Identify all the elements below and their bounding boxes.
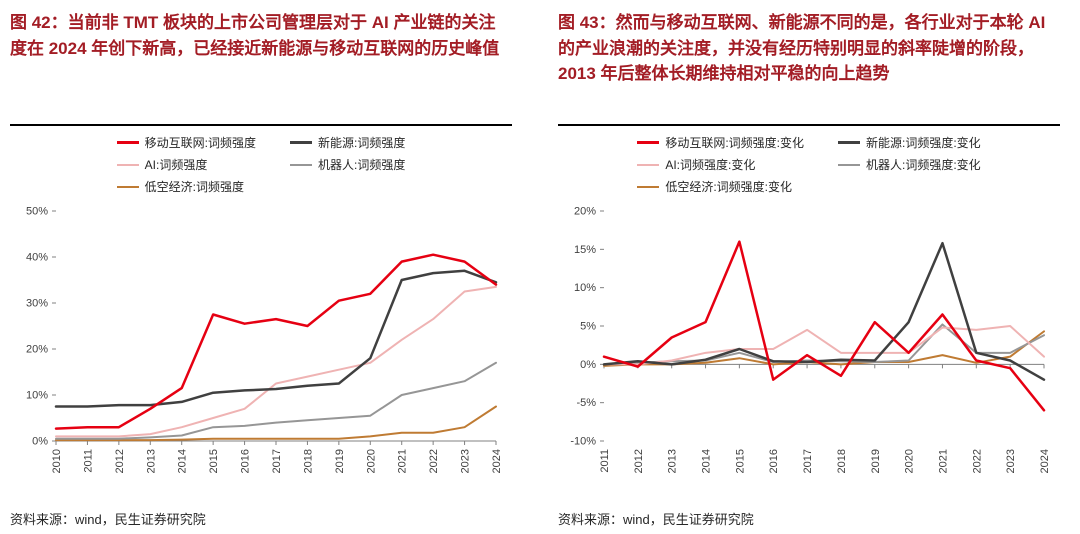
legend-line-marker [637, 163, 660, 166]
figure-42: 图 42：当前非 TMT 板块的上市公司管理层对于 AI 产业链的关注度在 20… [10, 10, 512, 528]
y-tick-label: -10% [570, 436, 596, 448]
series-line [55, 361, 497, 440]
x-tick-label: 2021 [397, 449, 409, 473]
y-tick-label: 40% [26, 252, 48, 264]
y-tick-label: 20% [574, 206, 596, 218]
series-line [55, 405, 497, 442]
figure-top-rule [10, 124, 512, 126]
legend-label: AI:词频强度:变化 [665, 158, 756, 172]
legend-label: 新能源:词频强度:变化 [866, 136, 981, 150]
legend-line-marker [116, 185, 139, 188]
legend-line-marker [637, 185, 660, 188]
legend-label: 机器人:词频强度:变化 [866, 158, 981, 172]
legend-label: 移动互联网:词频强度 [144, 136, 256, 150]
legend-label: 低空经济:词频强度 [144, 180, 244, 194]
x-tick-label: 2018 [836, 449, 848, 473]
x-tick-label: 2022 [971, 449, 983, 473]
x-tick-label: 2016 [240, 449, 252, 473]
x-tick-label: 2022 [428, 449, 440, 473]
legend-label: 移动互联网:词频强度:变化 [665, 136, 804, 150]
x-tick-label: 2017 [271, 449, 283, 473]
x-tick-label: 2019 [870, 449, 882, 473]
series-line [54, 253, 498, 430]
figure-43-caption: 图 43：然而与移动互联网、新能源不同的是，各行业对于本轮 AI 的产业浪潮的关… [558, 13, 1046, 83]
x-tick-label: 2011 [599, 449, 611, 473]
x-tick-label: 2013 [667, 449, 679, 473]
legend-label: 低空经济:词频强度:变化 [665, 180, 792, 194]
x-tick-label: 2014 [177, 449, 189, 473]
x-tick-label: 2012 [114, 449, 126, 473]
line-chart-word-frequency-change: -10% -5% 0% 5% 10% 15% 20% 2011 2012 2013 2014 2015… [570, 206, 1051, 474]
y-tick-label: 50% [26, 206, 48, 218]
x-tick-label: 2011 [82, 449, 94, 473]
y-tick-label: 10% [574, 282, 596, 294]
legend-line-marker [290, 163, 312, 166]
x-tick-label: 2020 [904, 449, 916, 473]
y-tick-label: 30% [26, 298, 48, 310]
x-tick-label: 2018 [302, 449, 314, 473]
legend-line-marker [116, 141, 139, 144]
chart-legend: 移动互联网:词频强度:变化 新能源:词频强度:变化 AI:词频强度:变化 机器人:词频… [558, 126, 1060, 195]
x-tick-label: 2015 [734, 449, 746, 473]
x-tick-label: 2023 [1005, 449, 1017, 473]
legend-line-marker [838, 141, 860, 144]
legend-item: 移动互联网:词频强度:变化 [637, 134, 804, 151]
legend-line-marker [116, 163, 139, 166]
x-tick-label: 2024 [1039, 449, 1051, 473]
series-line [55, 285, 497, 438]
legend-line-marker [637, 141, 660, 144]
series-line [54, 269, 498, 408]
legend-item: 低空经济:词频强度:变化 [637, 178, 804, 195]
legend-label: AI:词频强度 [144, 158, 208, 172]
x-tick-label: 2024 [491, 449, 503, 473]
y-tick-label: 5% [580, 321, 596, 333]
legend-label: 新能源:词频强度 [318, 136, 406, 150]
series-line [602, 240, 1046, 412]
legend-item: 机器人:词频强度:变化 [838, 156, 981, 173]
legend-item: AI:词频强度 [116, 156, 256, 173]
series-line [602, 241, 1046, 381]
x-tick-label: 2013 [145, 449, 157, 473]
legend-item: 新能源:词频强度:变化 [838, 134, 981, 151]
x-tick-label: 2017 [802, 449, 814, 473]
x-tick-label: 2010 [51, 449, 63, 473]
legend-item: 新能源:词频强度 [290, 134, 405, 151]
legend-item: 低空经济:词频强度 [116, 178, 256, 195]
legend-line-marker [838, 163, 860, 166]
y-tick-label: 15% [574, 244, 596, 256]
legend-line-marker [290, 141, 312, 144]
series-line [603, 325, 1045, 366]
x-tick-label: 2016 [768, 449, 780, 473]
line-chart-word-frequency-intensity: 0% 10% 20% 30% 40% 50% 2010 2011 2012 2013 2014 201… [26, 206, 503, 474]
x-tick-label: 2012 [633, 449, 645, 473]
source-note: 资料来源：wind，民生证券研究院 [558, 512, 754, 527]
y-tick-label: 10% [26, 390, 48, 402]
y-tick-label: 0% [32, 436, 48, 448]
x-tick-label: 2019 [334, 449, 346, 473]
figure-42-caption: 图 42：当前非 TMT 板块的上市公司管理层对于 AI 产业链的关注度在 20… [10, 13, 500, 58]
y-tick-label: 0% [580, 359, 596, 371]
legend-item: AI:词频强度:变化 [637, 156, 804, 173]
source-note: 资料来源：wind，民生证券研究院 [10, 512, 206, 527]
figure-top-rule [558, 124, 1060, 126]
y-tick-label: -5% [576, 397, 596, 409]
y-tick-label: 20% [26, 344, 48, 356]
figure-43: 图 43：然而与移动互联网、新能源不同的是，各行业对于本轮 AI 的产业浪潮的关… [558, 10, 1060, 528]
x-tick-label: 2014 [701, 449, 713, 473]
x-tick-label: 2021 [937, 449, 949, 473]
x-tick-label: 2020 [365, 449, 377, 473]
legend-label: 机器人:词频强度 [318, 158, 406, 172]
x-tick-label: 2023 [460, 449, 472, 473]
legend-item: 机器人:词频强度 [290, 156, 405, 173]
legend-item: 移动互联网:词频强度 [116, 134, 256, 151]
x-tick-label: 2015 [208, 449, 220, 473]
chart-legend: 移动互联网:词频强度 新能源:词频强度 AI:词频强度 机器人:词频强度低空经济:词频… [10, 126, 512, 195]
